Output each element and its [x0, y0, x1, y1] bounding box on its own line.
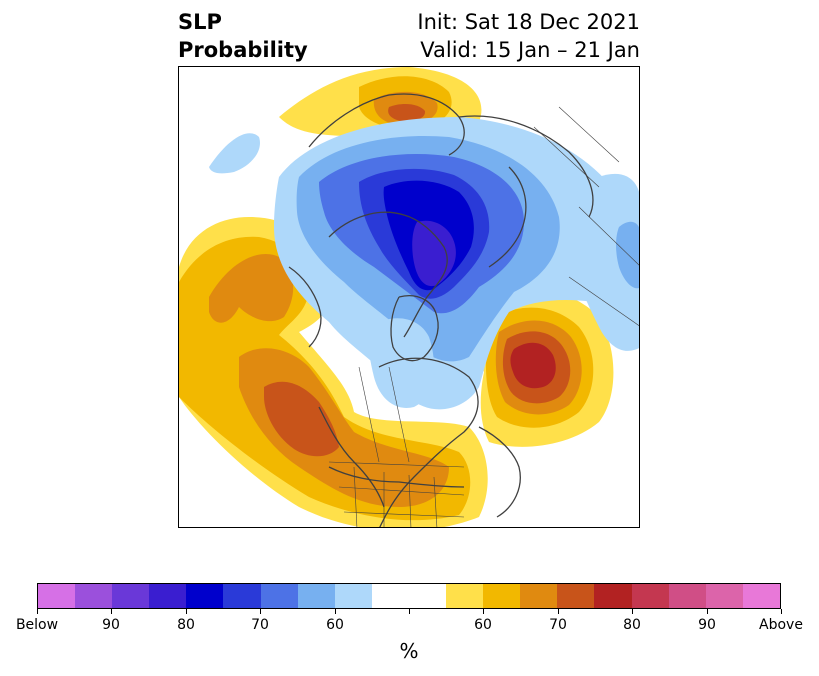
colorbar-tick — [37, 609, 38, 614]
colorbar-segment — [38, 584, 76, 608]
colorbar-segment — [186, 584, 224, 608]
colorbar-segment — [557, 584, 595, 608]
anomaly-alaska-below-60 — [209, 133, 260, 174]
colorbar-tick-label: 60 — [326, 617, 344, 633]
colorbar-tick-label: 70 — [251, 617, 269, 633]
colorbar-segment — [112, 584, 150, 608]
colorbar-tick-label: Above — [759, 617, 803, 633]
colorbar-segment — [75, 584, 113, 608]
colorbar-tick-label: Below — [15, 617, 59, 633]
anomaly-siberia-below-60 — [572, 174, 639, 351]
anomaly-pacific-above-70 — [209, 253, 294, 323]
title-subtitle: Probability — [178, 38, 308, 62]
colorbar-segment — [705, 584, 743, 608]
anomaly-siberia-below-65 — [616, 221, 639, 289]
init-date: Init: Sat 18 Dec 2021 — [417, 10, 640, 34]
colorbar-tick-label: 70 — [549, 617, 567, 633]
anomaly-greenland-below-60 — [368, 318, 434, 408]
colorbar-tick-label: 80 — [177, 617, 195, 633]
colorbar-segment — [520, 584, 558, 608]
colorbar-tick — [335, 609, 336, 614]
colorbar-tick — [409, 609, 410, 614]
colorbar-tick — [260, 609, 261, 614]
colorbar-segment — [149, 584, 187, 608]
colorbar-segment — [408, 584, 447, 608]
colorbar-segment — [371, 584, 409, 608]
colorbar-segment — [334, 584, 372, 608]
colorbar-tick-label: 60 — [474, 617, 492, 633]
colorbar-tick-label: 90 — [698, 617, 716, 633]
anomaly-westus-above-75 — [264, 381, 339, 457]
probability-map — [178, 66, 640, 528]
colorbar-tick-label: 90 — [102, 617, 120, 633]
colorbar-tick — [707, 609, 708, 614]
colorbar-segment — [742, 584, 780, 608]
colorbar-segment — [594, 584, 632, 608]
colorbar-tick — [186, 609, 187, 614]
coastlines — [288, 93, 594, 527]
map-canvas — [179, 67, 639, 527]
valid-period: Valid: 15 Jan – 21 Jan — [420, 38, 640, 62]
title-variable: SLP — [178, 10, 222, 34]
colorbar-tick — [111, 609, 112, 614]
colorbar — [37, 583, 781, 609]
colorbar-tick-label: 80 — [623, 617, 641, 633]
colorbar-tick — [781, 609, 782, 614]
colorbar-segment — [297, 584, 335, 608]
political-borders — [328, 106, 639, 527]
colorbar-segment — [446, 584, 484, 608]
colorbar-segment — [668, 584, 706, 608]
colorbar-unit-label: % — [399, 639, 419, 663]
colorbar-segment — [631, 584, 669, 608]
colorbar-tick — [558, 609, 559, 614]
anomaly-europe-above-75 — [388, 103, 426, 122]
anomaly-atlantic-above-80 — [510, 342, 556, 389]
colorbar-segment — [483, 584, 521, 608]
colorbar-segment — [223, 584, 261, 608]
colorbar-segment — [260, 584, 298, 608]
title-right: Init: Sat 18 Dec 2021 Valid: 15 Jan – 21… — [417, 8, 640, 64]
title-left: SLP Probability — [178, 8, 308, 64]
colorbar-tick — [483, 609, 484, 614]
colorbar-tick — [632, 609, 633, 614]
